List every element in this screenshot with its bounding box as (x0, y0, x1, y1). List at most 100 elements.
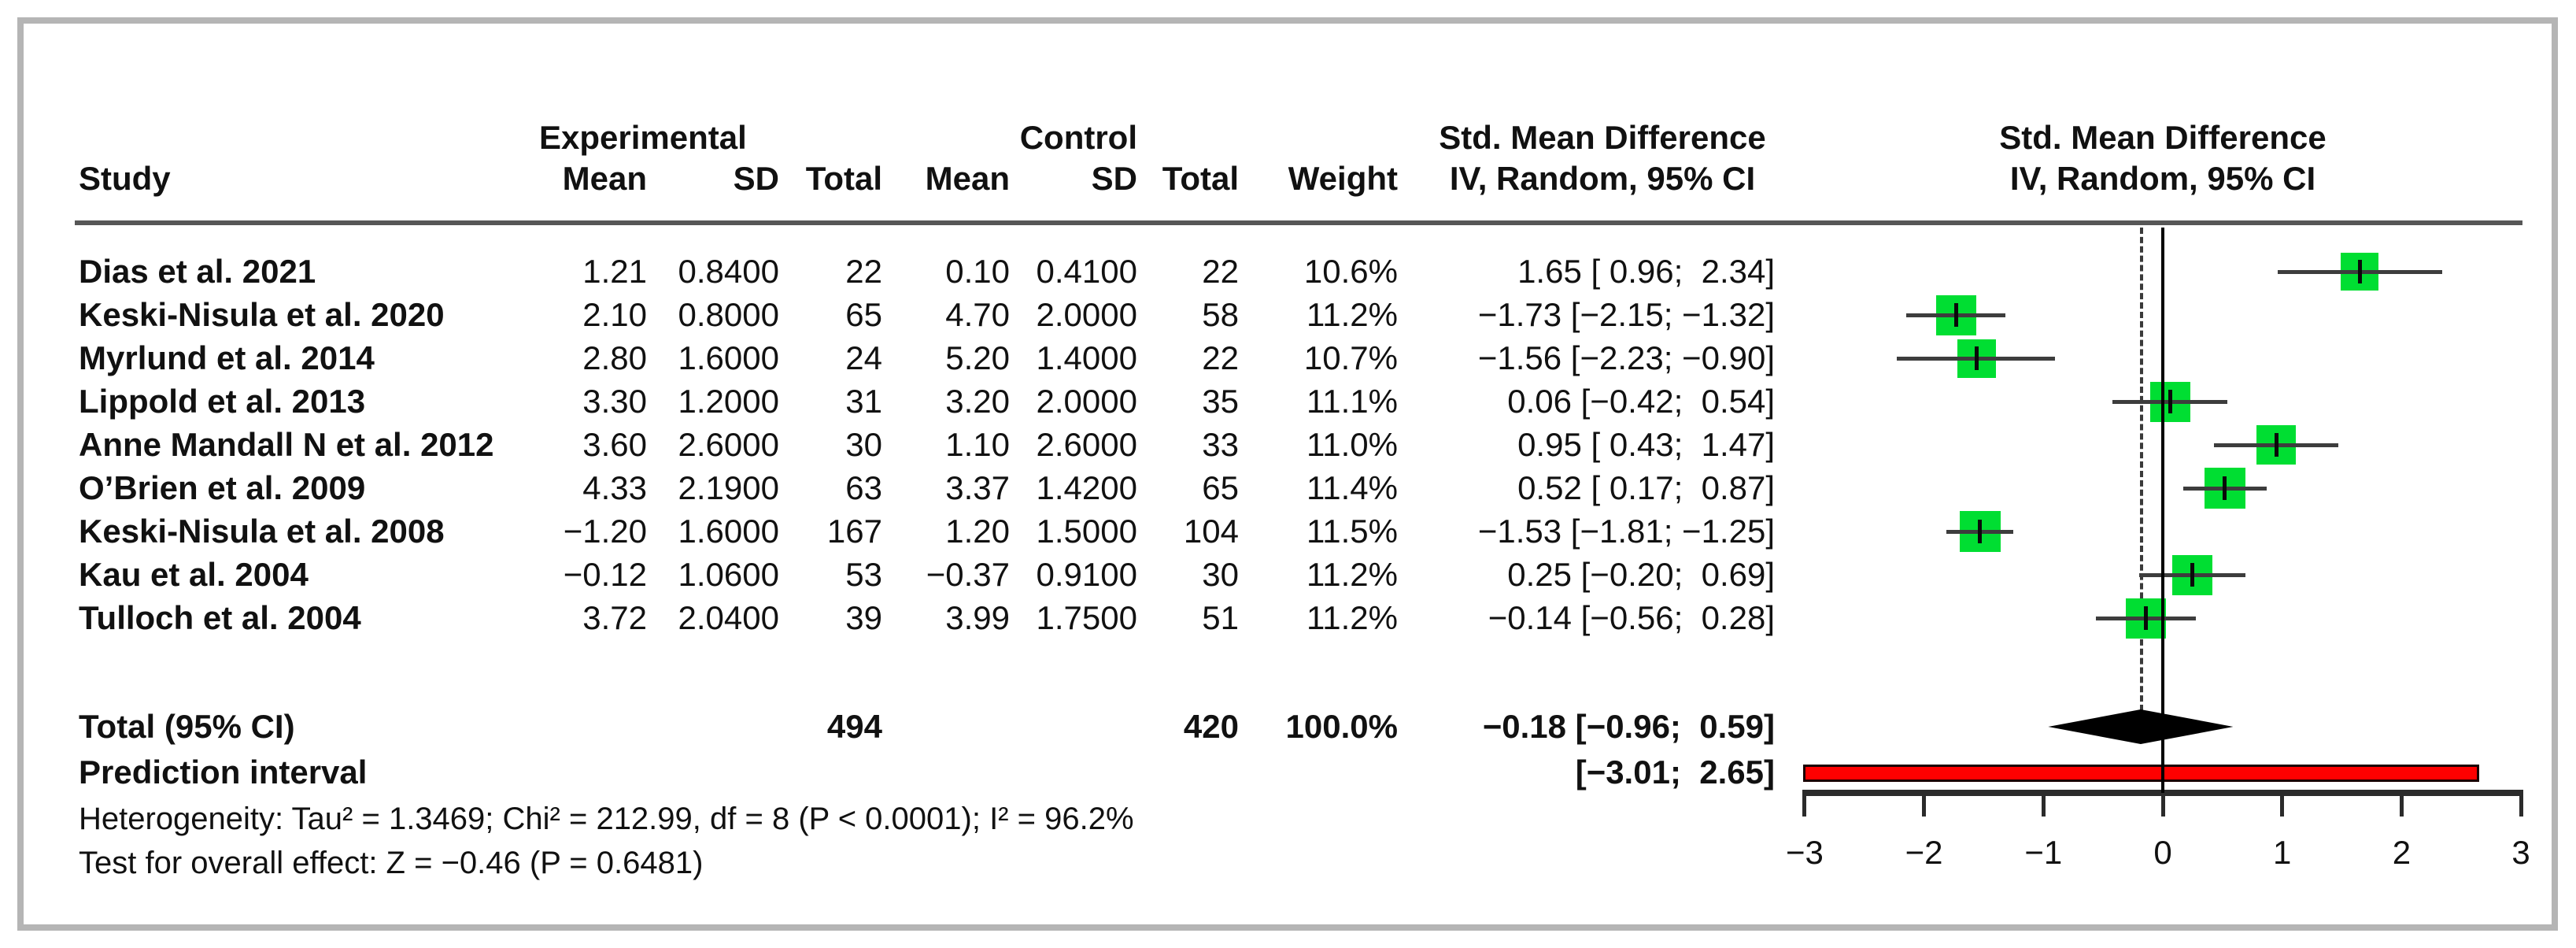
study-ci-text: 1.65 [ 0.96; 2.34] (1517, 253, 1775, 290)
study-weight: 11.4% (1306, 469, 1398, 506)
study-ctrl-mean: −0.37 (926, 556, 1010, 593)
experimental-group-header: Experimental (539, 119, 747, 156)
study-ctrl-mean: 3.20 (945, 383, 1010, 420)
study-exp-total: 22 (845, 253, 882, 290)
smd-plot-header-line1: Std. Mean Difference (1999, 119, 2327, 156)
study-exp-mean: 2.10 (582, 296, 647, 333)
study-weight: 10.6% (1303, 253, 1398, 290)
study-ctrl-mean: 4.70 (945, 296, 1010, 333)
study-ctrl-total: 51 (1202, 599, 1239, 636)
x-axis-tick (2399, 793, 2404, 817)
header-rule (75, 220, 2522, 225)
point-estimate-marker (2144, 606, 2149, 630)
study-exp-sd: 1.6000 (678, 339, 779, 376)
study-exp-total: 39 (845, 599, 882, 636)
study-ci-text: −1.56 [−2.23; −0.90] (1477, 339, 1775, 376)
study-ctrl-total: 65 (1202, 469, 1239, 506)
study-exp-total: 63 (845, 469, 882, 506)
control-group-header: Control (1019, 119, 1137, 156)
study-exp-sd: 1.2000 (678, 383, 779, 420)
study-ci-text: 0.52 [ 0.17; 0.87] (1517, 469, 1775, 506)
study-exp-sd: 0.8000 (678, 296, 779, 333)
study-weight: 11.2% (1306, 296, 1398, 333)
point-estimate-marker (1974, 346, 1979, 370)
x-axis-tick (1922, 793, 1927, 817)
study-name: O’Brien et al. 2009 (79, 469, 366, 506)
study-name: Dias et al. 2021 (79, 253, 316, 290)
x-axis-tick (2160, 793, 2165, 817)
study-ci-text: 0.25 [−0.20; 0.69] (1507, 556, 1775, 593)
study-exp-sd: 2.6000 (678, 426, 779, 463)
total-ctrl-n: 420 (1183, 708, 1239, 745)
exp-sd-column-header: SD (733, 160, 779, 197)
study-ctrl-total: 30 (1202, 556, 1239, 593)
study-exp-total: 30 (845, 426, 882, 463)
study-name: Kau et al. 2004 (79, 556, 309, 593)
study-exp-mean: 3.60 (582, 426, 647, 463)
x-axis-tick-label: −1 (2024, 834, 2063, 871)
point-estimate-marker (2357, 260, 2362, 283)
total-ci-text: −0.18 [−0.96; 0.59] (1482, 708, 1775, 745)
ctrl-total-column-header: Total (1162, 160, 1239, 197)
point-estimate-marker (1954, 303, 1959, 327)
x-axis-tick (2519, 793, 2523, 817)
study-ctrl-sd: 1.7500 (1036, 599, 1137, 636)
study-ci-text: −1.53 [−1.81; −1.25] (1477, 513, 1775, 550)
study-weight: 11.2% (1306, 556, 1398, 593)
study-column-header: Study (79, 160, 171, 197)
point-estimate-marker (1978, 520, 1983, 543)
ctrl-sd-column-header: SD (1091, 160, 1137, 197)
study-weight: 11.5% (1306, 513, 1398, 550)
study-exp-mean: −0.12 (563, 556, 647, 593)
exp-total-column-header: Total (805, 160, 882, 197)
study-ctrl-mean: 3.37 (945, 469, 1010, 506)
study-ctrl-mean: 3.99 (945, 599, 1010, 636)
zero-reference-line (2161, 228, 2164, 793)
prediction-interval-label: Prediction interval (79, 754, 368, 791)
study-exp-total: 53 (845, 556, 882, 593)
study-ctrl-sd: 1.5000 (1036, 513, 1137, 550)
figure-frame-border (17, 17, 2558, 931)
study-ctrl-total: 22 (1202, 339, 1239, 376)
study-ctrl-total: 22 (1202, 253, 1239, 290)
study-weight: 11.0% (1306, 426, 1398, 463)
study-exp-sd: 1.6000 (678, 513, 779, 550)
study-ctrl-total: 58 (1202, 296, 1239, 333)
ctrl-mean-column-header: Mean (925, 160, 1010, 197)
study-ci-text: 0.06 [−0.42; 0.54] (1507, 383, 1775, 420)
study-exp-mean: 3.30 (582, 383, 647, 420)
study-ctrl-sd: 2.0000 (1036, 296, 1137, 333)
point-estimate-marker (2223, 476, 2227, 500)
study-exp-sd: 2.1900 (678, 469, 779, 506)
x-axis-tick-label: 0 (2153, 834, 2172, 871)
study-ci-text: −0.14 [−0.56; 0.28] (1488, 599, 1775, 636)
x-axis-tick-label: 2 (2392, 834, 2412, 871)
study-exp-mean: −1.20 (563, 513, 647, 550)
study-exp-total: 31 (845, 383, 882, 420)
overall-effect-footnote: Test for overall effect: Z = −0.46 (P = … (79, 846, 704, 880)
study-ctrl-sd: 0.4100 (1036, 253, 1137, 290)
x-axis-tick (2041, 793, 2046, 817)
study-ctrl-mean: 5.20 (945, 339, 1010, 376)
study-exp-mean: 4.33 (582, 469, 647, 506)
study-ctrl-mean: 0.10 (945, 253, 1010, 290)
study-ctrl-sd: 0.9100 (1036, 556, 1137, 593)
x-axis-tick-label: −2 (1905, 834, 1943, 871)
exp-mean-column-header: Mean (562, 160, 647, 197)
pooled-effect-dashed-line (2139, 228, 2143, 711)
x-axis-tick (2280, 793, 2285, 817)
study-ctrl-sd: 2.6000 (1036, 426, 1137, 463)
weight-column-header: Weight (1288, 160, 1398, 197)
study-name: Myrlund et al. 2014 (79, 339, 375, 376)
study-exp-mean: 2.80 (582, 339, 647, 376)
prediction-interval-ci-text: [−3.01; 2.65] (1575, 754, 1775, 791)
x-axis-tick-label: −3 (1785, 834, 1824, 871)
study-exp-mean: 3.72 (582, 599, 647, 636)
study-name: Keski-Nisula et al. 2020 (79, 296, 445, 333)
x-axis-tick-label: 3 (2511, 834, 2530, 871)
study-exp-total: 65 (845, 296, 882, 333)
study-name: Tulloch et al. 2004 (79, 599, 361, 636)
total-row-label: Total (95% CI) (79, 708, 295, 745)
study-exp-sd: 2.0400 (678, 599, 779, 636)
